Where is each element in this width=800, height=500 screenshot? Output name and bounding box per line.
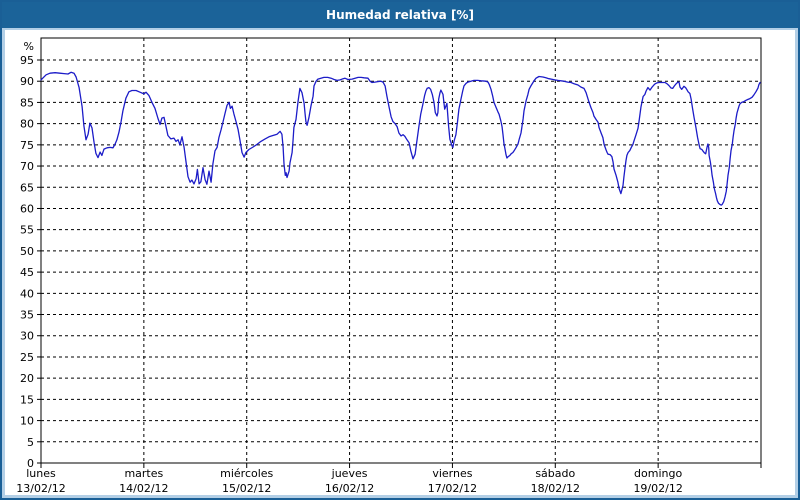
y-tick-label: 10	[20, 415, 34, 428]
content-area	[5, 30, 795, 495]
day-name-label: martes	[124, 467, 163, 480]
y-tick-label: 5	[27, 436, 34, 449]
day-date-label: 16/02/12	[325, 482, 374, 495]
day-name-label: lunes	[26, 467, 56, 480]
y-tick-label: 70	[20, 160, 34, 173]
y-tick-label: 80	[20, 118, 34, 131]
label-layer: 0 5 10 15 20 25 30 35 40 45 50 55 60 65 70 75 80 85 90 95% l…	[16, 40, 683, 495]
humidity-line	[40, 71, 761, 206]
y-axis-unit-label: %	[24, 40, 34, 53]
y-tick-label: 0	[27, 457, 34, 470]
day-name-label: viernes	[432, 467, 472, 480]
y-tick-label: 15	[20, 393, 34, 406]
day-date-label: 18/02/12	[531, 482, 580, 495]
y-tick-label: 60	[20, 202, 34, 215]
y-tick-label: 40	[20, 287, 34, 300]
day-date-label: 13/02/12	[16, 482, 65, 495]
day-name-label: miércoles	[220, 467, 273, 480]
y-tick-label: 55	[20, 224, 34, 237]
y-tick-label: 25	[20, 351, 34, 364]
day-name-label: jueves	[331, 467, 368, 480]
y-tick-label: 85	[20, 96, 34, 109]
y-tick-label: 20	[20, 372, 34, 385]
day-date-label: 15/02/12	[222, 482, 271, 495]
chart-title: Humedad relativa [%]	[326, 8, 474, 22]
y-tick-label: 75	[20, 139, 34, 152]
y-tick-label: 65	[20, 181, 34, 194]
y-tick-label: 45	[20, 266, 34, 279]
grid-layer	[41, 38, 761, 463]
series-layer	[40, 71, 761, 206]
y-tick-label: 50	[20, 245, 34, 258]
y-tick-label: 35	[20, 309, 34, 322]
day-date-label: 17/02/12	[428, 482, 477, 495]
y-tick-label: 90	[20, 75, 34, 88]
day-date-label: 14/02/12	[119, 482, 168, 495]
y-tick-label: 95	[20, 54, 34, 67]
tick-layer	[37, 59, 762, 468]
y-tick-label: 30	[20, 330, 34, 343]
title-bar	[2, 2, 798, 28]
day-name-label: domingo	[634, 467, 682, 480]
day-name-label: sábado	[535, 467, 575, 480]
day-date-label: 19/02/12	[633, 482, 682, 495]
